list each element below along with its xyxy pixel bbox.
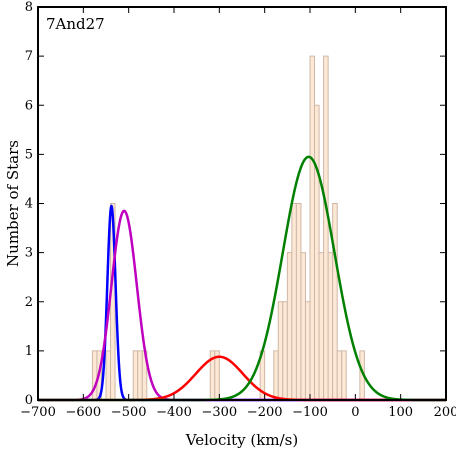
histogram-bars xyxy=(91,55,365,401)
histogram-bar xyxy=(327,252,334,401)
y-tick-label: 3 xyxy=(25,246,33,261)
y-tick-label: 6 xyxy=(25,98,33,113)
panel-label: 7And27 xyxy=(46,15,105,33)
histogram-bar xyxy=(314,104,320,401)
histogram-bar xyxy=(137,350,143,401)
histogram-bar xyxy=(304,301,311,401)
histogram-bar xyxy=(336,350,343,401)
y-tick-label: 2 xyxy=(25,295,33,310)
y-tick-label: 8 xyxy=(25,0,33,15)
x-tick-label: −600 xyxy=(65,405,101,420)
y-tick-label: 0 xyxy=(25,393,33,408)
histogram-bar xyxy=(277,301,284,401)
histogram-bar xyxy=(273,350,279,401)
plot-frame xyxy=(37,6,447,401)
y-tick-label: 5 xyxy=(25,147,33,162)
histogram-bar xyxy=(318,252,325,401)
x-tick-label: 200 xyxy=(434,405,456,420)
x-tick-label: 100 xyxy=(388,405,413,420)
y-tick-label: 4 xyxy=(25,197,33,212)
x-tick-label: −100 xyxy=(292,405,328,420)
histogram-bar xyxy=(300,252,306,401)
x-tick-label: −200 xyxy=(247,405,283,420)
y-tick-label: 1 xyxy=(25,344,33,359)
x-tick-label: −700 xyxy=(20,405,56,420)
histogram-bar xyxy=(291,203,297,401)
histogram-bar xyxy=(295,203,302,401)
y-axis-label: Number of Stars xyxy=(4,140,22,267)
x-tick-label: −400 xyxy=(156,405,192,420)
x-axis-label: Velocity (km/s) xyxy=(185,431,298,449)
y-tick-label: 7 xyxy=(25,49,33,64)
histogram-bar xyxy=(132,350,139,401)
histogram-bar xyxy=(341,350,347,401)
x-tick-label: −300 xyxy=(201,405,237,420)
histogram-bar xyxy=(323,55,329,401)
histogram-bar xyxy=(309,55,316,401)
x-tick-label: 0 xyxy=(351,405,359,420)
histogram-bar xyxy=(286,252,293,401)
x-tick-label: −500 xyxy=(111,405,147,420)
histogram-bar xyxy=(282,301,288,401)
axis-ticks: −700 −600 −500 −400 −300 −200 −100 0 100 200 0 1 2 3 4… xyxy=(20,0,456,420)
histogram-bar xyxy=(332,203,338,401)
histogram-bar xyxy=(105,350,112,401)
